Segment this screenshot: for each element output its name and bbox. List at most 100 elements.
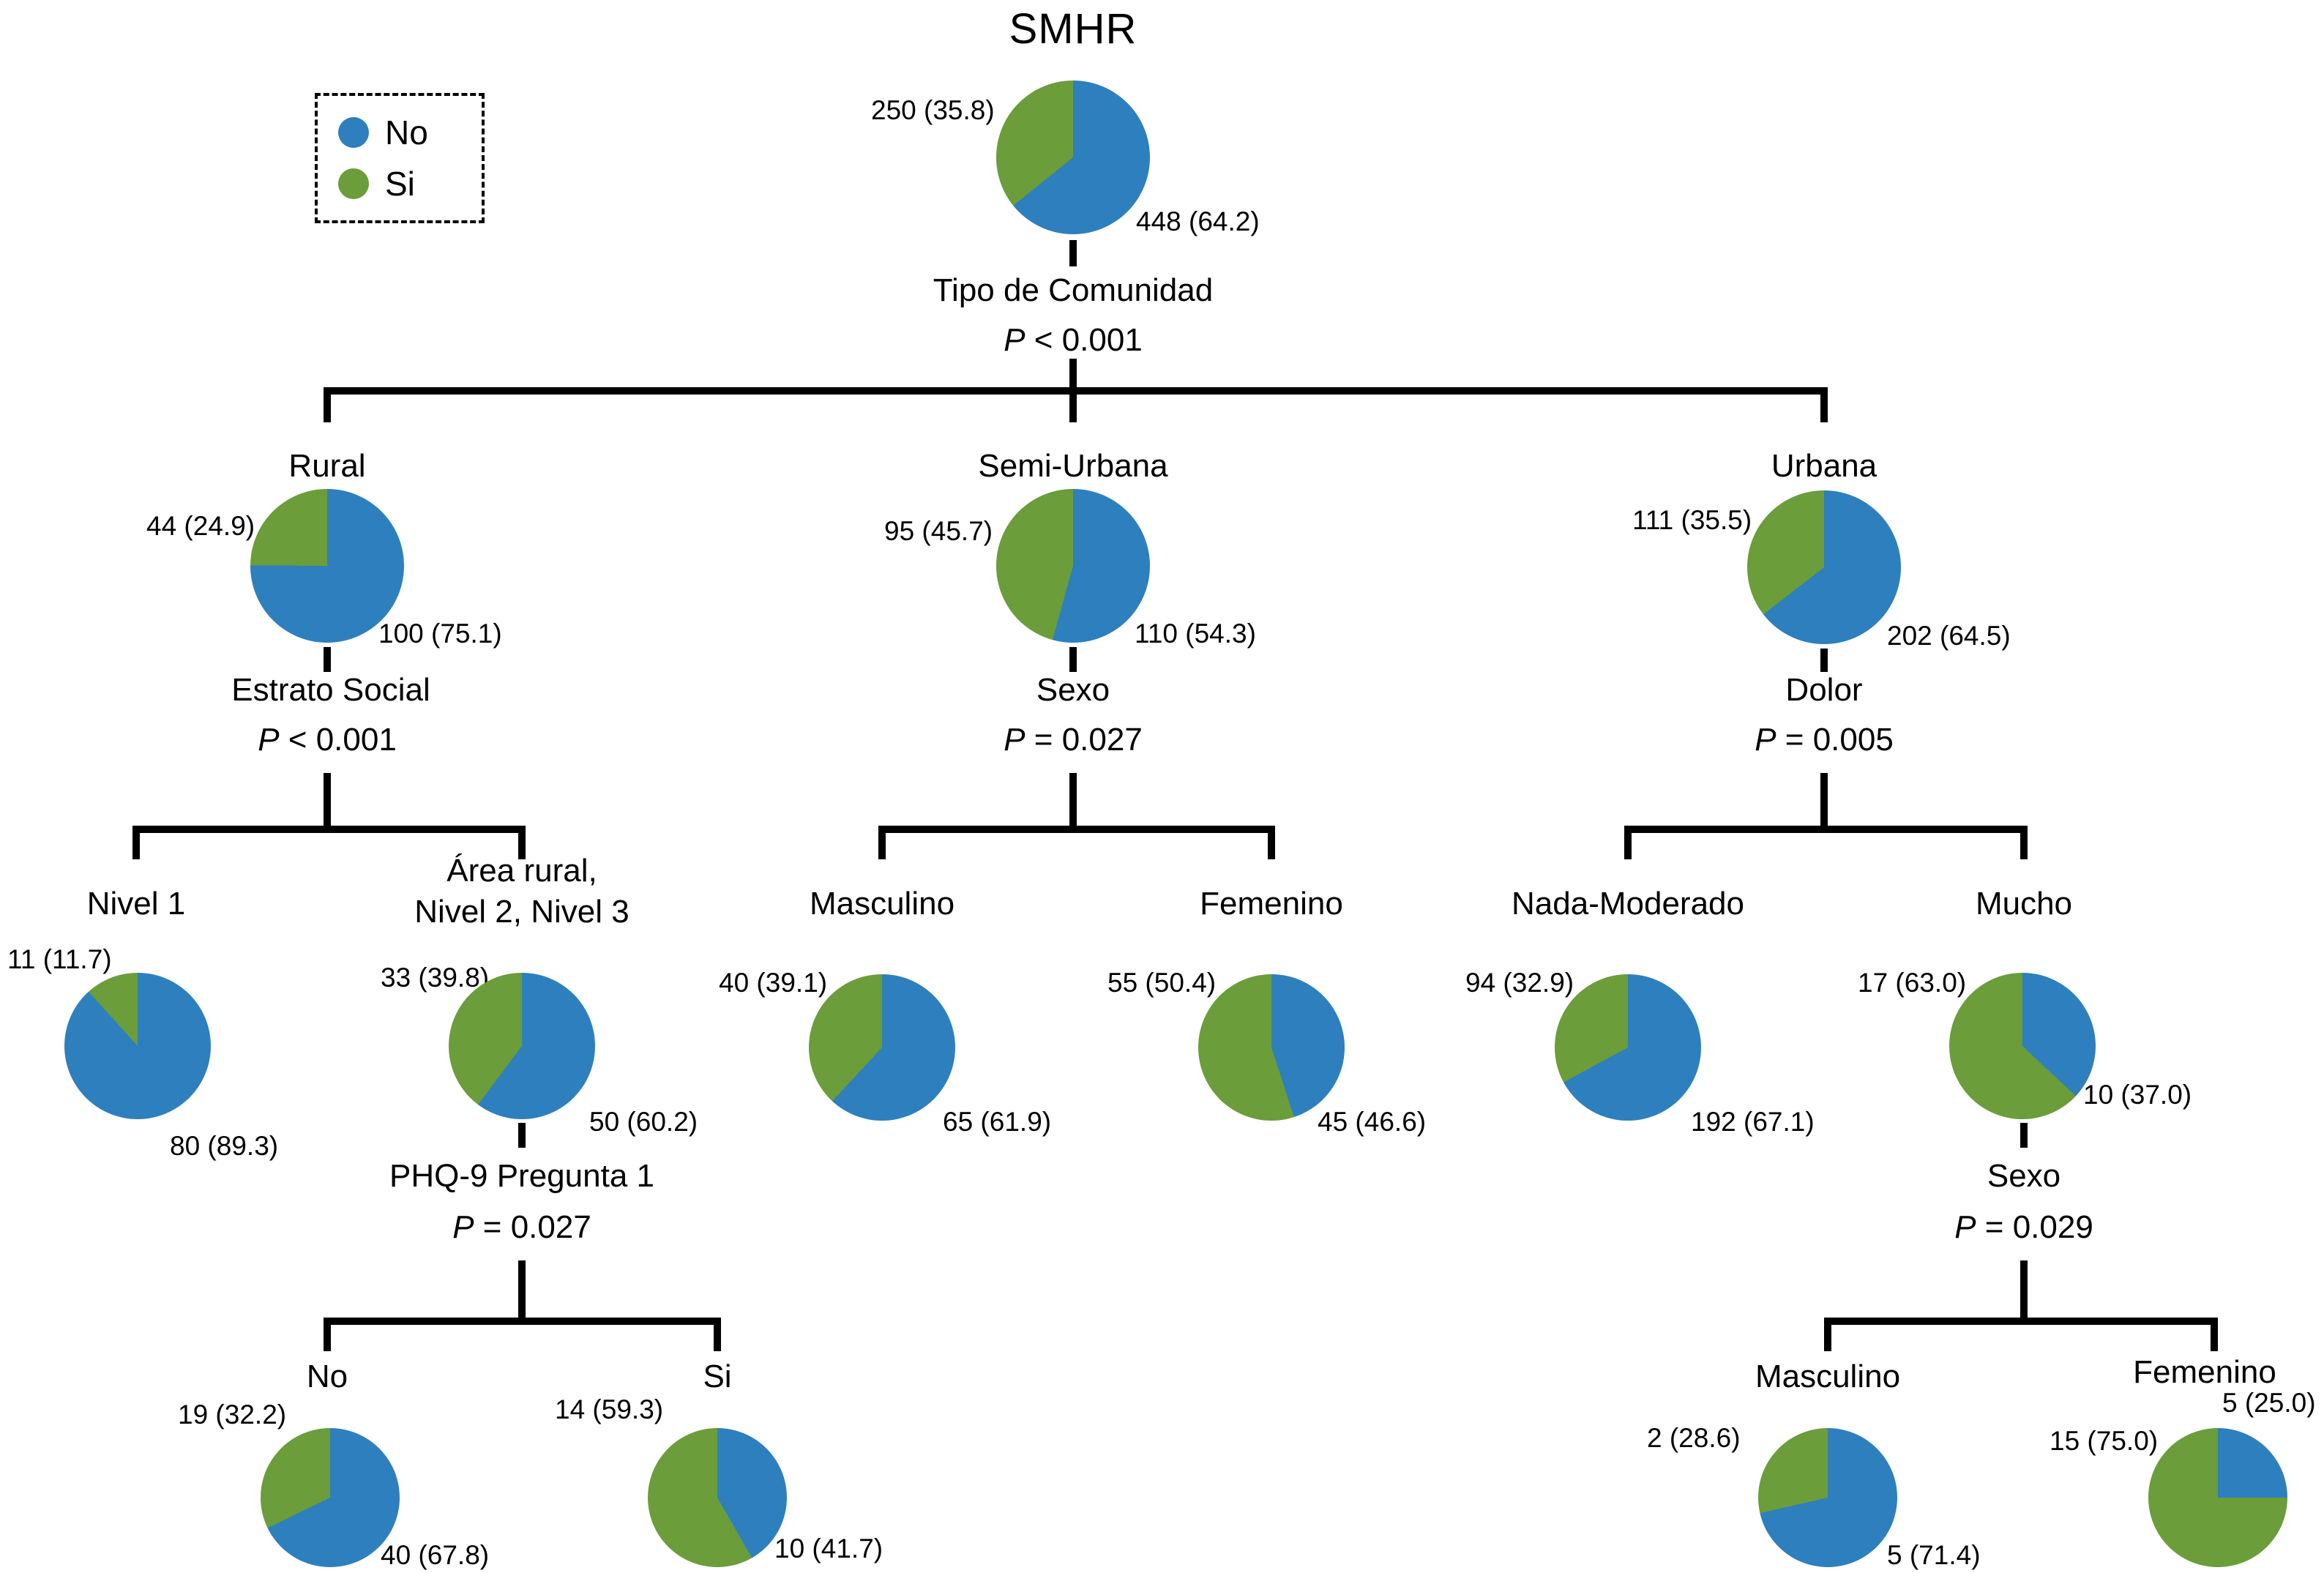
node-label-area-rural: Área rural, Nivel 2, Nivel 3 xyxy=(414,853,629,930)
node-label-masculino-urb: Masculino xyxy=(1755,1359,1901,1394)
rural-split-variable: Estrato Social xyxy=(231,672,430,708)
connector xyxy=(2020,833,2028,859)
connector xyxy=(324,387,1828,395)
pie-phq-si xyxy=(648,1428,787,1567)
node-label-semi-urbana: Semi-Urbana xyxy=(978,448,1168,484)
phq-si-no-count: 10 (41.7) xyxy=(774,1533,883,1563)
fem-semi-no-count: 45 (46.6) xyxy=(1318,1107,1427,1137)
legend-swatch-no-icon xyxy=(338,117,369,148)
connector xyxy=(1268,833,1275,859)
node-label-phq-no: No xyxy=(306,1359,348,1394)
pie-nivel1 xyxy=(64,973,211,1119)
connector xyxy=(518,1260,526,1320)
connector xyxy=(324,773,331,829)
pie-root xyxy=(996,81,1150,234)
node-label-femenino-semi: Femenino xyxy=(1200,886,1343,922)
node-label-femenino-urb: Femenino xyxy=(2133,1354,2276,1390)
semi-split-variable: Sexo xyxy=(1036,672,1110,708)
rural-no-count: 100 (75.1) xyxy=(378,619,502,649)
pie-masculino-urb xyxy=(1758,1428,1897,1567)
pie-nada-moderado xyxy=(1555,974,1701,1121)
connector xyxy=(2020,1123,2028,1148)
pie-semi-urbana xyxy=(996,489,1150,643)
connector xyxy=(1820,649,1828,672)
connector xyxy=(1069,240,1077,266)
masc-semi-si-count: 40 (39.1) xyxy=(719,968,828,998)
connector xyxy=(324,647,331,672)
connector xyxy=(1069,359,1077,391)
area-p-value: P = 0.027 xyxy=(452,1209,591,1245)
root-no-count: 448 (64.2) xyxy=(1136,206,1260,236)
pie-masculino-semi xyxy=(809,974,955,1121)
connector xyxy=(132,833,140,859)
mucho-p-value: P = 0.029 xyxy=(1954,1209,2093,1245)
nada-no-count: 192 (67.1) xyxy=(1691,1107,1815,1137)
connector xyxy=(878,826,1275,833)
phq-si-si-count: 14 (59.3) xyxy=(555,1394,664,1424)
fem-semi-si-count: 55 (50.4) xyxy=(1107,968,1217,998)
node-label-phq-si: Si xyxy=(703,1359,732,1394)
masc-semi-no-count: 65 (61.9) xyxy=(943,1107,1052,1137)
connector xyxy=(2211,1325,2218,1351)
connector xyxy=(2020,1260,2028,1320)
legend-item-no: No xyxy=(338,113,482,152)
pie-area-rural xyxy=(449,973,595,1119)
connector xyxy=(1069,395,1077,422)
connector xyxy=(1069,647,1077,672)
connector xyxy=(518,833,526,859)
root-si-count: 250 (35.8) xyxy=(871,95,995,125)
rural-si-count: 44 (24.9) xyxy=(146,511,255,541)
pie-urbana xyxy=(1747,490,1901,644)
fem-urb-si-count: 15 (75.0) xyxy=(2050,1426,2159,1456)
area-split-variable: PHQ-9 Pregunta 1 xyxy=(389,1158,654,1194)
connector xyxy=(1824,1325,1831,1351)
phq-no-si-count: 19 (32.2) xyxy=(178,1400,287,1430)
urbana-no-count: 202 (64.5) xyxy=(1887,621,2011,651)
node-label-rural: Rural xyxy=(288,448,366,484)
root-p-value: P < 0.001 xyxy=(1004,322,1143,358)
root-split-variable: Tipo de Comunidad xyxy=(933,272,1214,308)
node-label-masculino-semi: Masculino xyxy=(809,886,955,922)
connector xyxy=(1820,395,1828,422)
pie-rural xyxy=(250,489,404,643)
connector xyxy=(878,833,886,859)
masc-urb-no-count: 5 (71.4) xyxy=(1887,1540,1981,1570)
fem-urb-no-count: 5 (25.0) xyxy=(2222,1388,2316,1418)
connector xyxy=(518,1123,526,1148)
semi-p-value: P = 0.027 xyxy=(1004,722,1143,758)
legend-label-no: No xyxy=(385,113,428,152)
pie-femenino-urb xyxy=(2148,1428,2287,1567)
connector xyxy=(324,1318,721,1325)
mucho-si-count: 17 (63.0) xyxy=(1858,968,1967,998)
connector xyxy=(324,395,331,422)
urbana-si-count: 111 (35.5) xyxy=(1632,505,1752,535)
mucho-no-count: 10 (37.0) xyxy=(2083,1080,2192,1110)
pie-phq-no xyxy=(261,1428,400,1567)
connector xyxy=(1624,833,1632,859)
pie-femenino-semi xyxy=(1198,974,1345,1121)
urbana-split-variable: Dolor xyxy=(1785,672,1863,708)
pie-mucho xyxy=(1949,973,2096,1119)
legend-item-si: Si xyxy=(338,164,482,203)
node-label-mucho: Mucho xyxy=(1975,886,2073,922)
page-title: SMHR xyxy=(1009,5,1137,53)
semi-no-count: 110 (54.3) xyxy=(1135,619,1256,649)
connector xyxy=(1820,773,1828,829)
legend-swatch-si-icon xyxy=(338,168,369,199)
masc-urb-si-count: 2 (28.6) xyxy=(1647,1423,1741,1453)
nada-si-count: 94 (32.9) xyxy=(1465,968,1574,998)
nivel1-no-count: 80 (89.3) xyxy=(170,1131,279,1161)
phq-no-no-count: 40 (67.8) xyxy=(381,1540,490,1570)
connector xyxy=(324,1325,331,1351)
connector xyxy=(1824,1318,2218,1325)
node-label-nada-moderado: Nada-Moderado xyxy=(1512,886,1744,922)
connector xyxy=(1624,826,2028,833)
node-label-urbana: Urbana xyxy=(1771,448,1877,484)
nivel1-si-count: 11 (11.7) xyxy=(7,944,112,974)
connector xyxy=(132,826,526,833)
area-si-count: 33 (39.8) xyxy=(381,963,490,993)
mucho-split-variable: Sexo xyxy=(1987,1158,2061,1194)
connector xyxy=(1069,773,1077,829)
rural-p-value: P < 0.001 xyxy=(258,722,397,758)
